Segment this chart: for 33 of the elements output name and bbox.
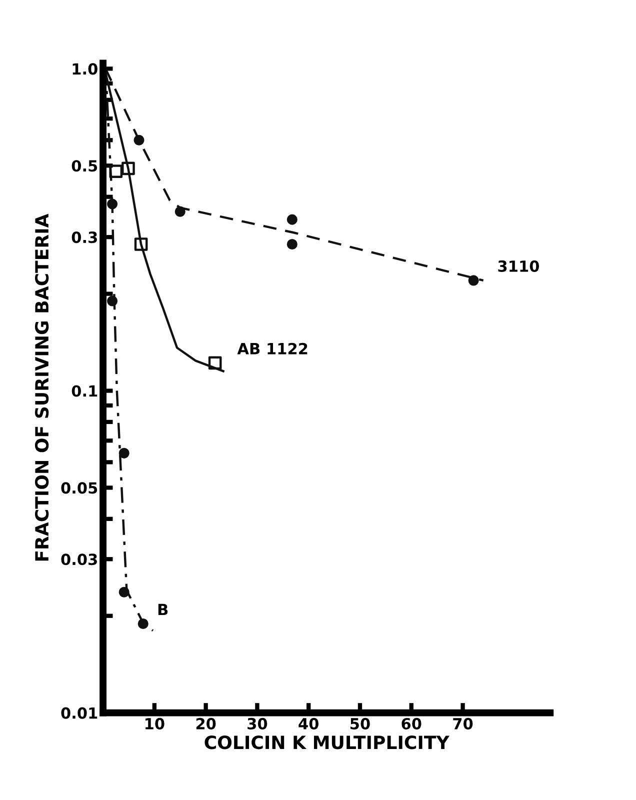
x-tick-label: 40 <box>298 718 318 730</box>
point <box>286 214 298 225</box>
y-tick-label: 0.05 <box>61 482 98 494</box>
annotation: 3110 <box>498 260 540 272</box>
y-tick-label: 0.01 <box>61 707 98 719</box>
x-tick-label: 60 <box>402 718 422 730</box>
y-tick-label: 0.03 <box>61 554 97 566</box>
y-tick-label: 0.1 <box>72 385 98 397</box>
annotation: AB 1122 <box>237 342 308 354</box>
point <box>286 238 298 250</box>
point <box>107 296 118 306</box>
x-tick-label: 70 <box>453 718 473 730</box>
point <box>118 586 130 598</box>
point <box>122 162 135 176</box>
point <box>174 206 186 217</box>
x-tick-label: 30 <box>248 718 268 730</box>
x-tick-label: 10 <box>146 718 164 730</box>
y-tick-label: 0.5 <box>72 160 98 172</box>
point <box>208 356 222 370</box>
y-axis-title: FRACTION OF SURIVING BACTERIA <box>34 214 49 561</box>
y-tick-label: 1.0 <box>72 63 98 75</box>
x-tick-label: 50 <box>350 718 370 730</box>
point <box>134 134 144 146</box>
point <box>118 448 130 458</box>
point <box>468 275 479 286</box>
point <box>109 164 123 178</box>
point <box>134 238 148 251</box>
x-axis-title: COLICIN K MULTIPLICITY <box>204 736 450 750</box>
annotation: B <box>158 604 168 616</box>
y-tick-label: 0.3 <box>72 232 97 244</box>
point <box>138 618 148 630</box>
x-tick-label: 20 <box>196 718 216 730</box>
point <box>107 198 118 210</box>
